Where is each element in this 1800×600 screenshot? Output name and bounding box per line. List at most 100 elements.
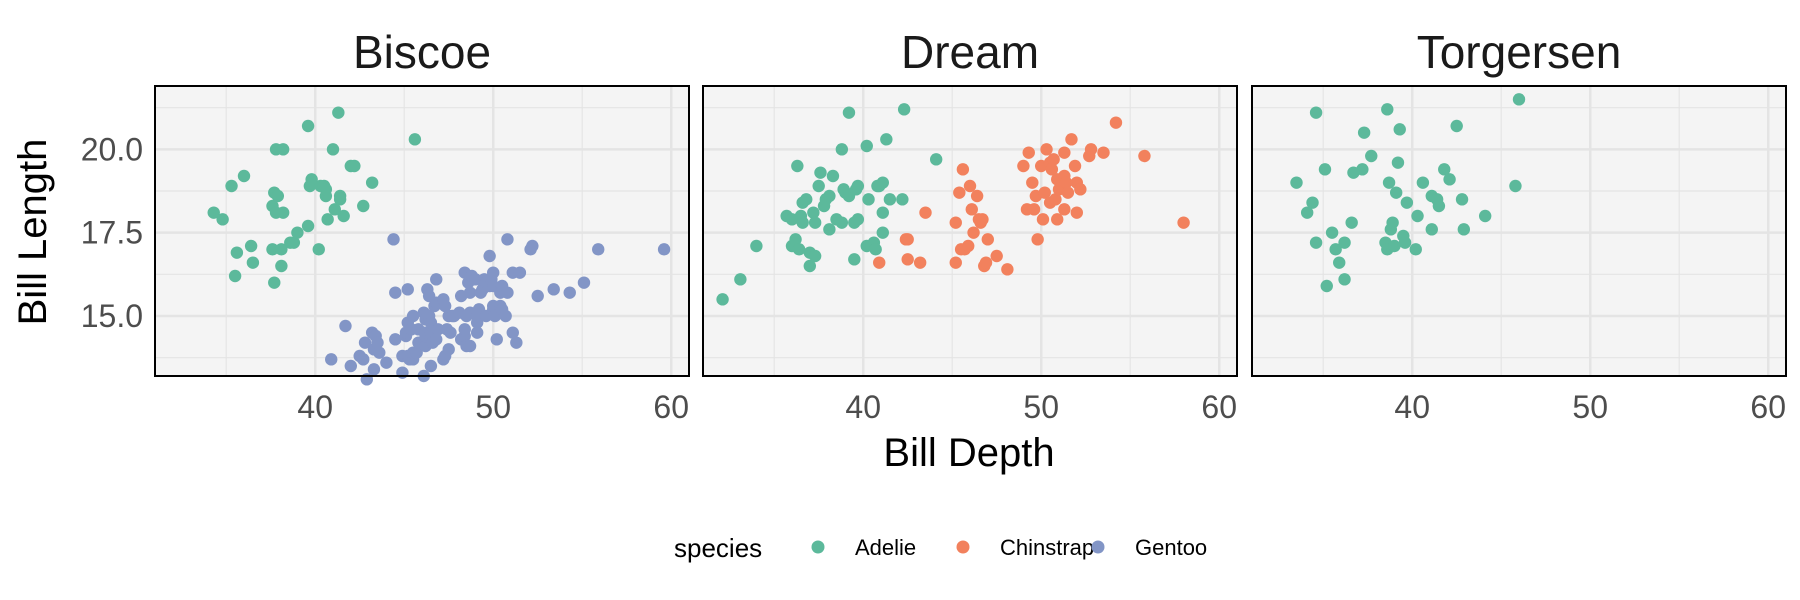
point-chinstrap bbox=[953, 186, 966, 199]
point-gentoo bbox=[396, 366, 409, 379]
legend-entry-chinstrap: Chinstrap bbox=[956, 535, 1094, 560]
point-gentoo bbox=[431, 323, 445, 336]
point-chinstrap bbox=[967, 226, 980, 239]
point-adelie bbox=[1290, 176, 1303, 189]
point-adelie bbox=[823, 223, 836, 236]
legend-key bbox=[1091, 540, 1105, 554]
point-gentoo bbox=[442, 343, 455, 356]
point-adelie bbox=[276, 143, 290, 156]
x-axis-title: Bill Depth bbox=[883, 431, 1054, 475]
point-gentoo bbox=[513, 266, 527, 279]
point-gentoo bbox=[657, 243, 671, 256]
point-chinstrap bbox=[1084, 143, 1098, 156]
point-adelie bbox=[792, 243, 806, 256]
point-chinstrap bbox=[1051, 213, 1064, 226]
x-tick-label: 40 bbox=[845, 389, 881, 425]
point-chinstrap bbox=[949, 216, 962, 229]
point-adelie bbox=[896, 193, 909, 206]
point-gentoo bbox=[444, 326, 457, 339]
point-adelie bbox=[1388, 239, 1401, 253]
point-adelie bbox=[244, 239, 258, 253]
point-chinstrap bbox=[1058, 146, 1071, 159]
point-adelie bbox=[326, 143, 340, 156]
point-adelie bbox=[1318, 163, 1332, 176]
point-adelie bbox=[1325, 226, 1339, 239]
point-chinstrap bbox=[1074, 183, 1087, 196]
legend-label: Adelie bbox=[855, 535, 916, 560]
point-adelie bbox=[1411, 209, 1424, 223]
point-gentoo bbox=[387, 233, 400, 246]
point-adelie bbox=[807, 206, 820, 219]
panel-border bbox=[1251, 85, 1787, 377]
point-chinstrap bbox=[965, 203, 978, 216]
legend-entry-gentoo: Gentoo bbox=[1091, 535, 1207, 560]
point-adelie bbox=[276, 206, 290, 219]
point-gentoo bbox=[487, 266, 500, 279]
point-adelie bbox=[1300, 206, 1314, 219]
point-adelie bbox=[814, 166, 827, 179]
facet-panel-dream: Dream 40 50 60 bbox=[702, 26, 1238, 425]
point-adelie bbox=[1438, 163, 1451, 176]
point-adelie bbox=[266, 243, 279, 256]
point-chinstrap bbox=[919, 206, 932, 219]
x-tick-label: 50 bbox=[475, 389, 511, 425]
point-adelie bbox=[357, 199, 370, 213]
point-chinstrap bbox=[1068, 159, 1082, 173]
point-adelie bbox=[1400, 196, 1414, 209]
point-adelie bbox=[1357, 126, 1371, 139]
point-chinstrap bbox=[963, 179, 977, 193]
point-gentoo bbox=[458, 323, 471, 336]
point-gentoo bbox=[483, 249, 496, 263]
point-adelie bbox=[228, 269, 242, 283]
point-gentoo bbox=[531, 289, 544, 303]
point-adelie bbox=[328, 203, 341, 216]
point-adelie bbox=[348, 159, 361, 173]
point-gentoo bbox=[501, 233, 514, 246]
point-gentoo bbox=[501, 286, 514, 299]
point-adelie bbox=[246, 256, 260, 269]
point-gentoo bbox=[430, 333, 443, 346]
point-chinstrap bbox=[1001, 263, 1014, 276]
point-gentoo bbox=[360, 373, 374, 386]
legend: species Adelie Chinstrap Gentoo bbox=[674, 533, 1207, 563]
point-adelie bbox=[800, 193, 813, 206]
point-adelie bbox=[1365, 149, 1378, 163]
point-adelie bbox=[848, 253, 861, 266]
point-chinstrap bbox=[1017, 159, 1030, 173]
x-tick-label: 50 bbox=[1572, 389, 1608, 425]
point-adelie bbox=[851, 179, 865, 193]
point-adelie bbox=[826, 169, 840, 183]
point-gentoo bbox=[499, 309, 512, 323]
point-gentoo bbox=[592, 243, 605, 256]
point-gentoo bbox=[358, 336, 372, 349]
point-gentoo bbox=[401, 283, 414, 296]
point-chinstrap bbox=[1059, 176, 1073, 189]
facet-title: Biscoe bbox=[353, 26, 491, 78]
point-gentoo bbox=[547, 283, 560, 296]
x-tick-label: 60 bbox=[1201, 389, 1237, 425]
point-adelie bbox=[1309, 236, 1323, 249]
point-gentoo bbox=[373, 346, 386, 359]
point-adelie bbox=[237, 169, 251, 183]
point-adelie bbox=[1455, 193, 1469, 206]
point-gentoo bbox=[367, 363, 381, 376]
facet-title: Dream bbox=[901, 26, 1039, 78]
point-adelie bbox=[750, 239, 763, 253]
point-chinstrap bbox=[979, 256, 993, 269]
legend-key bbox=[956, 540, 970, 554]
point-chinstrap bbox=[1045, 163, 1059, 176]
point-chinstrap bbox=[962, 239, 975, 253]
point-gentoo bbox=[389, 333, 402, 346]
point-gentoo bbox=[339, 319, 352, 333]
y-tick-label: 17.5 bbox=[81, 215, 143, 251]
legend-key bbox=[811, 540, 825, 554]
y-tick-label: 15.0 bbox=[81, 298, 143, 334]
point-chinstrap bbox=[1065, 133, 1078, 146]
point-chinstrap bbox=[1031, 233, 1044, 246]
point-chinstrap bbox=[1026, 176, 1039, 189]
point-gentoo bbox=[577, 276, 591, 289]
point-adelie bbox=[1309, 106, 1323, 119]
point-adelie bbox=[225, 179, 238, 193]
point-adelie bbox=[1391, 156, 1405, 169]
